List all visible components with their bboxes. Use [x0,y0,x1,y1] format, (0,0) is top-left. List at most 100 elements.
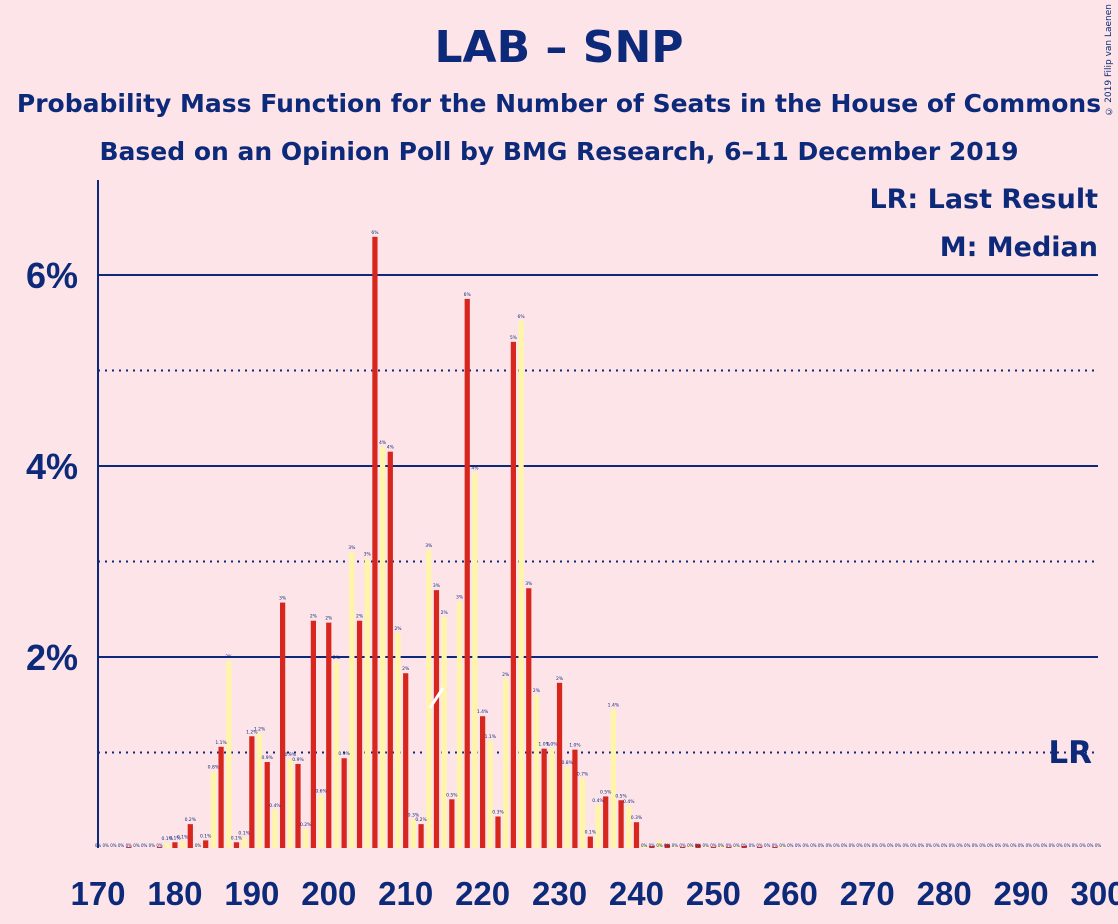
bar-value-label: 0.9% [262,755,274,761]
bar [518,320,524,849]
bar-value-label: 0.8% [562,760,574,766]
bar [741,846,747,848]
bar-value-label: 0% [826,843,833,848]
bar-value-label: 4% [379,440,387,446]
bar-value-label: 0.5% [615,793,627,799]
bar-value-label: 5% [510,335,518,341]
bar-value-label: 0% [641,843,648,848]
bar-value-label: 1.4% [608,703,620,709]
bar-value-label: 6% [518,314,526,320]
bar-value-label: 0.3% [492,809,504,815]
x-tick-label: 260 [763,875,818,912]
x-tick-label: 220 [455,875,510,912]
bar [172,842,178,848]
bar-value-label: 0% [895,843,902,848]
bar-value-label: 3% [348,545,356,551]
bar-value-label: 0.1% [585,830,597,836]
bar [610,709,616,848]
bar-value-label: 0% [149,843,156,848]
x-tick-label: 270 [840,875,895,912]
bar-value-label: 0% [979,843,986,848]
bar [256,733,263,848]
bar [310,620,316,848]
bar [349,551,355,848]
x-tick-label: 230 [532,875,587,912]
bar-value-label: 3% [456,595,464,601]
x-tick-label: 210 [378,875,433,912]
bar-value-label: 0% [949,843,956,848]
bar [418,824,424,848]
bar-value-label: 0% [733,843,740,848]
bar-value-label: 1.1% [215,740,227,746]
legend-median: M: Median [939,232,1098,263]
bar-value-label: 0% [772,843,779,848]
bar [195,847,201,848]
bar-value-label: 2% [556,676,564,682]
chart-subtitle-2: Based on an Opinion Poll by BMG Research… [99,137,1019,166]
bar-value-label: 1.0% [569,743,581,749]
bar-value-label: 0% [887,843,894,848]
bar-value-label: 0% [756,843,763,848]
bar [287,759,293,848]
bar-value-label: 1.2% [254,726,266,732]
bar [487,741,493,848]
bar-value-label: 0% [1049,843,1056,848]
bar [180,841,186,848]
bar-value-label: 0.2% [300,822,312,828]
bar-value-label: 0.8% [208,765,220,771]
bar-value-label: 0% [903,843,910,848]
bar [403,673,409,848]
bar-value-label: 6% [371,230,379,236]
bar [587,836,593,848]
bar-value-label: 0% [126,843,133,848]
bar-value-label: 1.2% [246,729,258,735]
bar-value-label: 2% [225,654,233,660]
bar-value-label: 0% [964,843,971,848]
bar-value-label: 0% [133,843,140,848]
bar [156,847,163,848]
bar-value-label: 0% [718,843,725,848]
bar-value-label: 0.4% [592,798,604,804]
bar [226,660,232,848]
bar [318,795,324,848]
bar [472,472,478,848]
bar-value-label: 3% [425,543,433,549]
bar-value-label: 0% [864,843,871,848]
bar-value-label: 0% [849,843,856,848]
bar-value-label: 3% [364,552,372,558]
bar-value-label: 0% [795,843,802,848]
bar [295,763,301,848]
bar [756,847,763,848]
bar-value-label: 0.4% [269,803,281,809]
x-tick-label: 240 [609,875,664,912]
bar [664,844,670,848]
chart-subtitle-1: Probability Mass Function for the Number… [16,89,1102,118]
bar-value-label: 0.9% [285,752,297,758]
bar-value-label: 0% [933,843,940,848]
bar [426,550,432,848]
bar [510,341,516,848]
bar-value-label: 3% [433,583,441,589]
bar [441,616,447,848]
bar-value-label: 0% [910,843,917,848]
bar-value-label: 3% [525,581,533,587]
y-tick-label: 4% [26,446,78,487]
bar-value-label: 2% [502,672,510,678]
bar [672,847,678,848]
bar [364,558,370,848]
bar-value-label: 0% [103,843,110,848]
bar-value-label: 0.9% [292,757,304,763]
bar-value-label: 0% [872,843,879,848]
bar-value-label: 1.0% [546,742,558,748]
bar-value-label: 0% [841,843,848,848]
bar-value-label: 6% [464,292,472,298]
bar [203,840,209,848]
bar-value-label: 0% [1018,843,1025,848]
bar [695,844,701,848]
bar-value-label: 2% [533,688,541,694]
bar-value-label: 2% [441,610,449,616]
bar [772,847,778,848]
bar-value-label: 0.4% [623,799,635,805]
bar-value-label: 0% [803,843,810,848]
bar-value-label: 0.7% [577,771,589,777]
